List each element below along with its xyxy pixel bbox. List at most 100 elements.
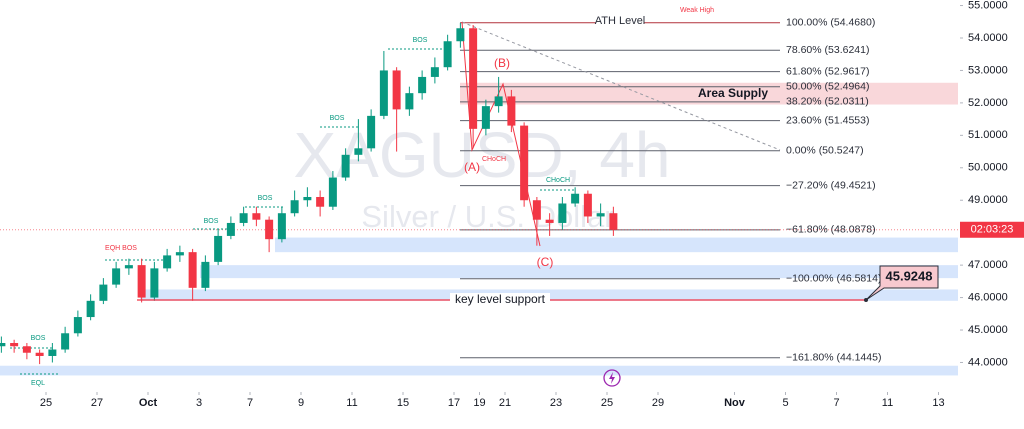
- candle-body: [99, 284, 108, 301]
- candle-body: [532, 200, 541, 220]
- candle-body: [430, 67, 439, 77]
- fib-label: −161.80% (44.1445): [786, 352, 881, 364]
- candle-body: [609, 213, 618, 230]
- x-tick-label: 23: [550, 397, 562, 409]
- candle-body: [0, 343, 6, 347]
- y-tick-label: 51.0000: [968, 129, 1008, 141]
- candle-body: [10, 343, 19, 347]
- key-level-value: 45.9248: [886, 268, 933, 283]
- x-tick-label: 5: [782, 397, 788, 409]
- candle-body: [112, 268, 121, 285]
- candle-body: [405, 93, 414, 110]
- candle-body: [86, 300, 95, 318]
- supply-zone-label: Area Supply: [698, 86, 768, 100]
- y-tick-label: 53.0000: [968, 64, 1008, 76]
- fib-label: −61.80% (48.0878): [786, 224, 876, 236]
- y-tick-label: 45.0000: [968, 324, 1008, 336]
- fib-label: 0.00% (50.5247): [786, 145, 864, 157]
- x-tick-label: 11: [346, 397, 357, 409]
- annotation: (B): [494, 56, 510, 70]
- x-tick-label: 29: [652, 397, 664, 409]
- candle-body: [456, 28, 465, 42]
- annotation: (A): [464, 160, 480, 174]
- candle-body: [418, 76, 427, 94]
- demand-zone: [0, 365, 958, 376]
- annotation: BOS: [258, 195, 273, 202]
- candle-body: [469, 28, 478, 129]
- candle-body: [596, 213, 605, 217]
- candle-body: [73, 317, 82, 334]
- annotation: BOS: [330, 115, 345, 122]
- annotation: Weak High: [680, 7, 714, 14]
- candle-body: [583, 193, 592, 217]
- key-level-label: key level support: [455, 292, 546, 306]
- candle-body: [392, 70, 401, 110]
- fib-label: 23.60% (51.4553): [786, 114, 869, 126]
- candle-body: [341, 154, 350, 178]
- candle-body: [290, 200, 299, 214]
- demand-zone: [275, 237, 958, 253]
- price-label-bg: [960, 221, 1024, 238]
- fib-label: −100.00% (46.5814): [786, 272, 881, 284]
- candle-body: [316, 196, 325, 207]
- fib-label: 100.00% (54.4680): [786, 17, 875, 29]
- x-tick-label: 17: [448, 397, 460, 409]
- y-tick-label: 49.0000: [968, 194, 1008, 206]
- candle-body: [520, 125, 529, 201]
- fib-label: 61.80% (52.9617): [786, 65, 869, 77]
- annotation: CHoCH: [482, 156, 506, 163]
- candle-body: [507, 96, 516, 126]
- watermark-subtitle: Silver / U.S. Dollar: [361, 199, 614, 234]
- candle-body: [201, 261, 210, 288]
- candle-body: [124, 265, 133, 269]
- candle-body: [494, 96, 503, 107]
- candles-layer: [0, 22, 618, 365]
- fib-label: 78.60% (53.6241): [786, 44, 869, 56]
- candle-body: [150, 268, 159, 298]
- countdown-label: 02:03:23: [971, 224, 1014, 236]
- candle-body: [265, 219, 274, 240]
- y-tick-label: 55.0000: [968, 0, 1008, 11]
- x-tick-label: 19: [473, 397, 485, 409]
- annotation-bg: [596, 15, 644, 27]
- event-icon[interactable]: [603, 369, 621, 387]
- x-tick-label: 25: [601, 397, 613, 409]
- x-tick-label: 27: [91, 397, 103, 409]
- candle-body: [188, 252, 197, 288]
- x-tick-label: 7: [247, 397, 253, 409]
- candle-body: [379, 70, 388, 116]
- candle-body: [35, 352, 44, 356]
- candle-body: [48, 349, 57, 356]
- candle-body: [443, 41, 452, 68]
- candle-body: [558, 203, 567, 223]
- annotation: BOS: [204, 218, 219, 225]
- x-tick-label: 21: [499, 397, 511, 409]
- x-tick-label: 25: [40, 397, 52, 409]
- overlay-layer: key level support 45.9248 ATH Level Weak Hi…: [31, 0, 1024, 409]
- x-tick-label: Nov: [724, 397, 746, 409]
- supply-zone: [460, 82, 958, 105]
- candle-body: [252, 213, 261, 220]
- annotation: EQL: [31, 380, 45, 387]
- candle-body: [61, 333, 70, 350]
- candle-body: [137, 265, 146, 298]
- demand-zone: [200, 265, 958, 279]
- x-tick-label: 13: [932, 397, 944, 409]
- background-layer: XAGUSD, 4h Silver / U.S. Dollar: [293, 119, 670, 234]
- x-tick-label: 11: [882, 397, 893, 409]
- candle-body: [303, 196, 312, 201]
- candle-body: [175, 252, 184, 256]
- candle-body: [328, 177, 337, 207]
- candle-body: [277, 213, 286, 240]
- candle-body: [214, 235, 223, 262]
- fib-label: 38.20% (52.0311): [786, 96, 869, 108]
- candle-body: [367, 115, 376, 149]
- annotation: EQH BOS: [105, 245, 137, 252]
- watermark-title: XAGUSD, 4h: [293, 119, 670, 191]
- candle-body: [571, 193, 580, 204]
- fib-label: 50.00% (52.4964): [786, 81, 869, 93]
- annotation: ATH Level: [595, 15, 646, 27]
- y-tick-label: 44.0000: [968, 356, 1008, 368]
- candle-body: [481, 106, 490, 129]
